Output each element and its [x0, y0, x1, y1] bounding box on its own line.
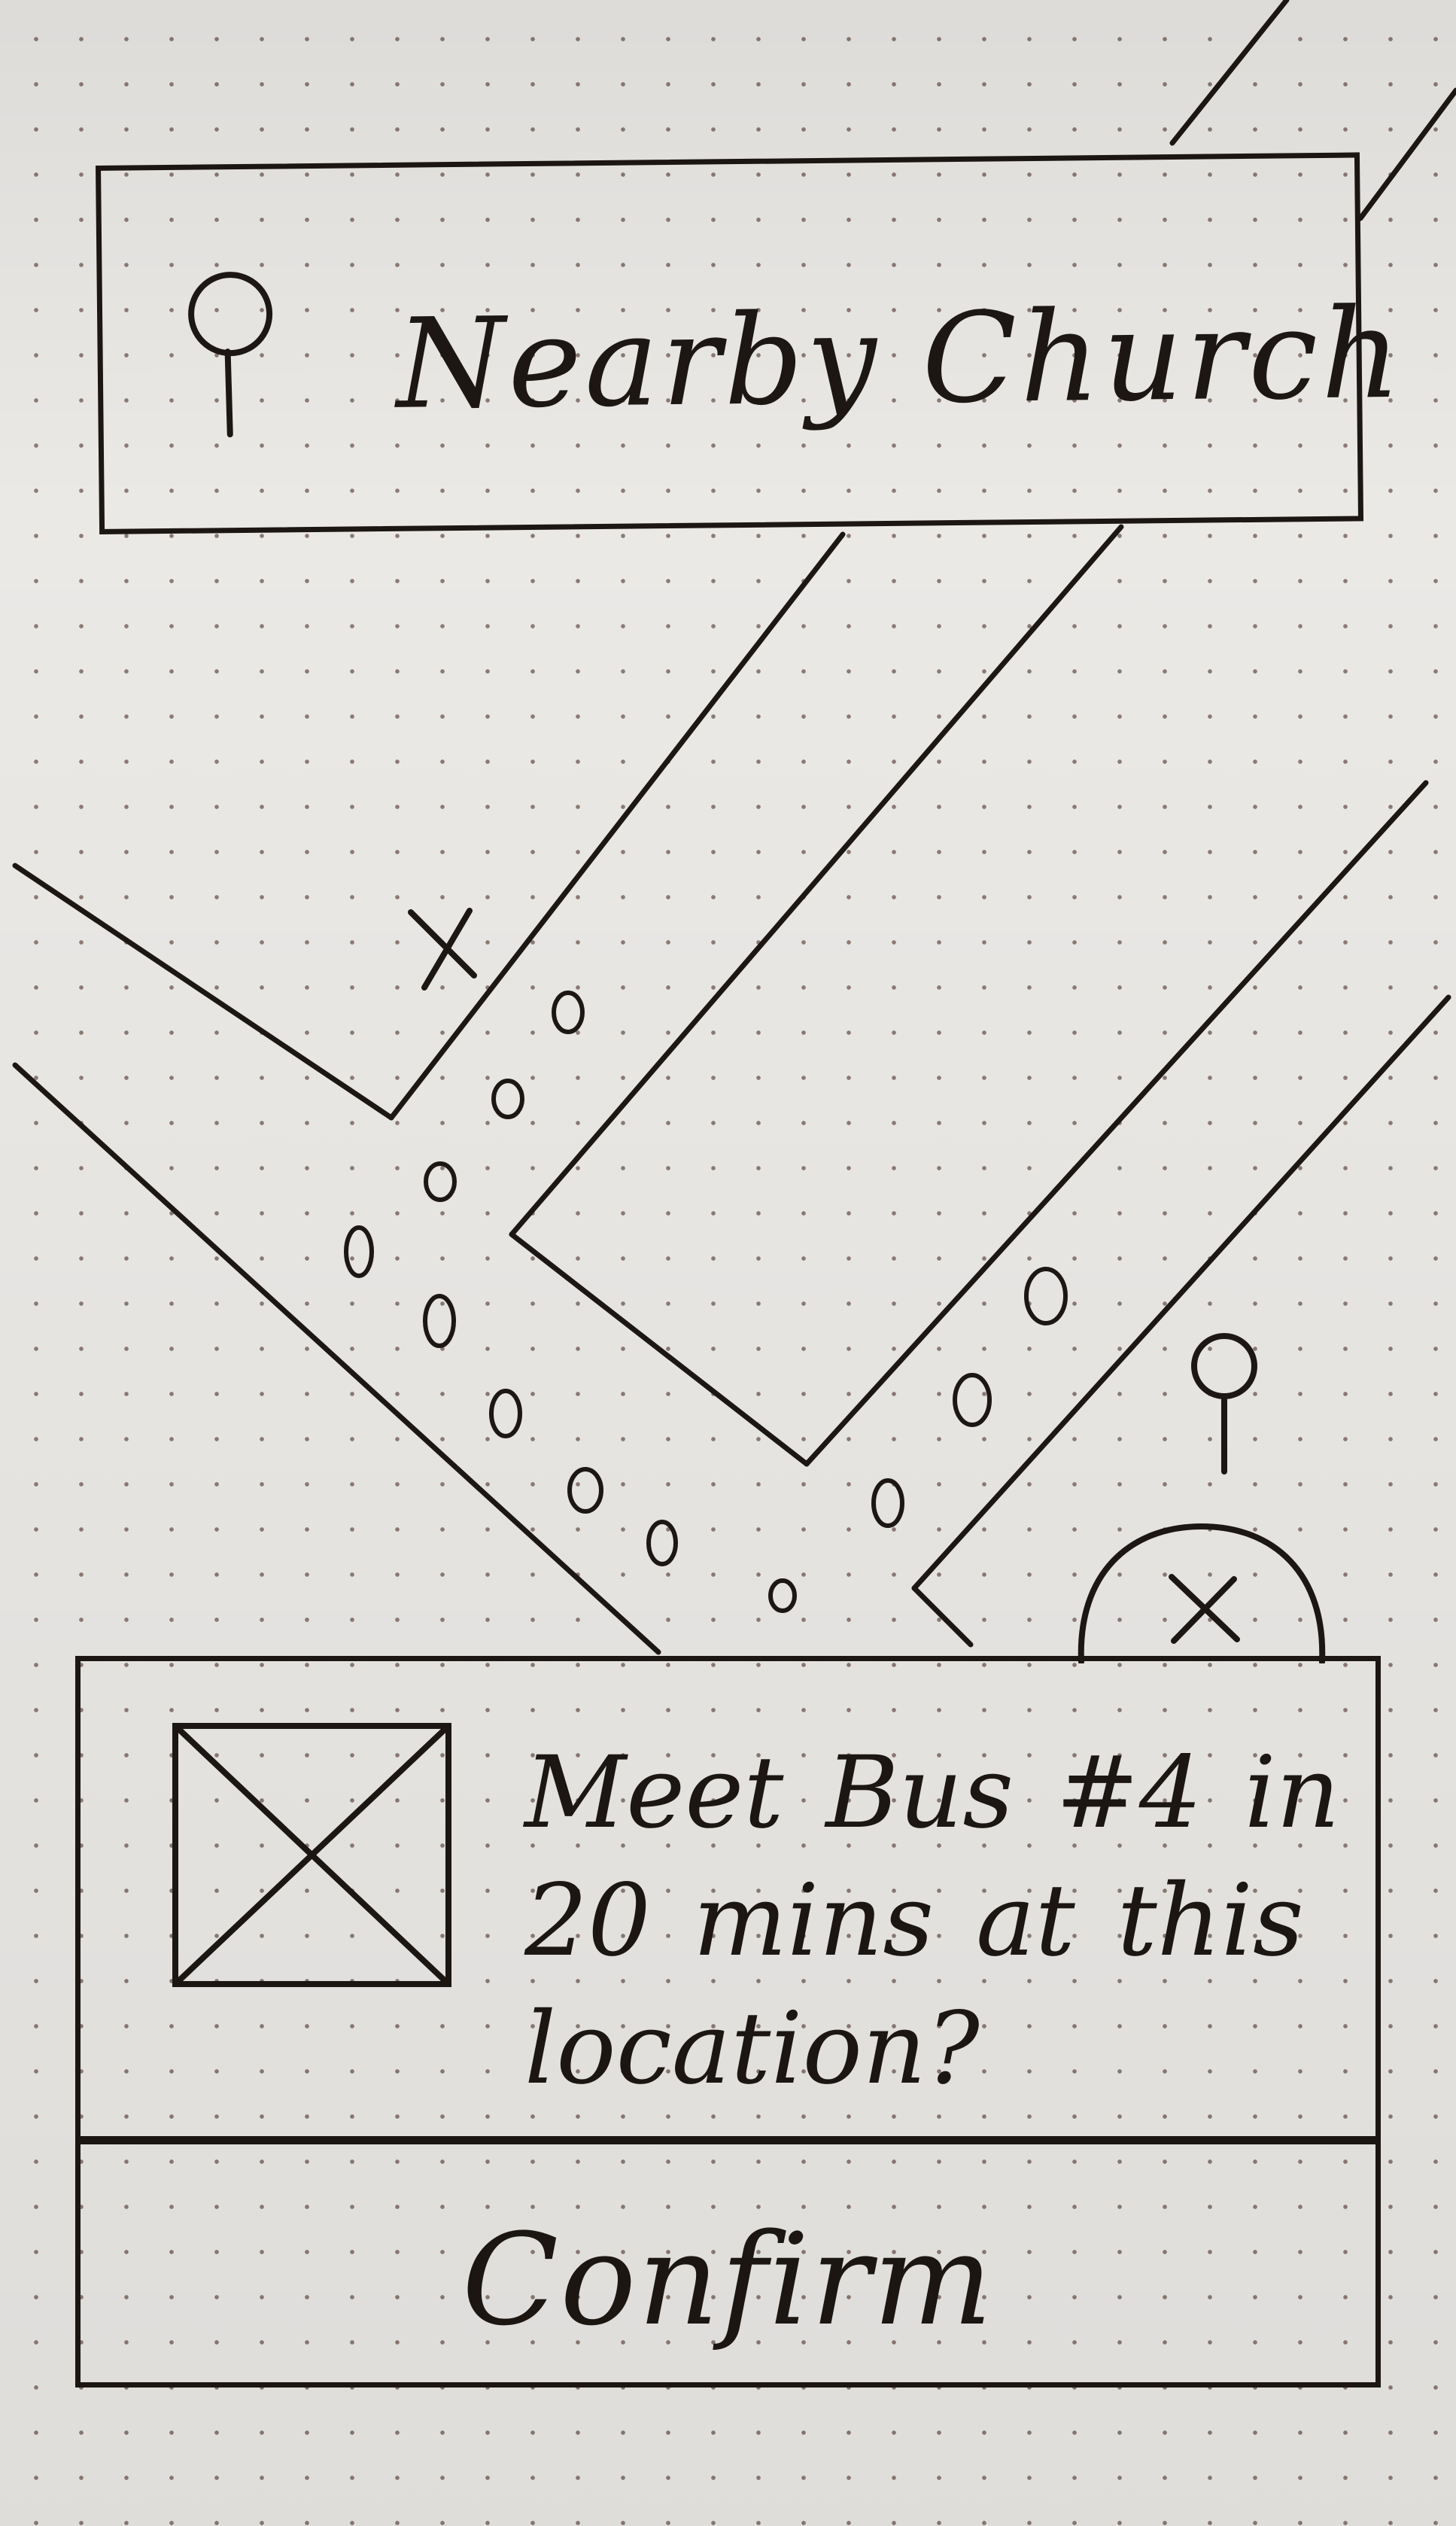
trip-prompt-card: Meet Bus #4 in 20 mins at this location?: [75, 1656, 1381, 2141]
street-edge: [12, 1062, 661, 1655]
street-edge: [804, 780, 1429, 1467]
route-dot: [768, 1578, 797, 1613]
origin-x-mark-icon: [397, 896, 488, 994]
location-pin-icon: [184, 267, 276, 441]
route-dot: [489, 1389, 522, 1438]
route-dot: [1024, 1267, 1068, 1325]
close-icon[interactable]: [1078, 1520, 1326, 1665]
confirm-button[interactable]: Confirm: [75, 2139, 1381, 2388]
trip-prompt-message: Meet Bus #4 in 20 mins at this location?: [524, 1735, 1340, 2107]
street-edge: [911, 994, 1451, 1591]
route-dot: [567, 1467, 603, 1514]
street-edge: [12, 863, 394, 1121]
route-dot: [424, 1161, 457, 1202]
search-bar[interactable]: Nearby Church: [96, 152, 1405, 534]
street-edge: [509, 524, 1124, 1237]
street-edge: [1169, 0, 1290, 146]
street-edge: [1357, 87, 1456, 221]
street-edge: [388, 531, 846, 1121]
route-dot: [491, 1079, 524, 1119]
route-dot: [871, 1478, 904, 1528]
route-dot: [953, 1373, 992, 1427]
street-edge: [509, 1231, 810, 1467]
image-placeholder-icon: [171, 1721, 453, 1989]
route-dot: [423, 1294, 456, 1348]
confirm-button-label: Confirm: [461, 2206, 995, 2354]
route-dot: [552, 991, 585, 1034]
route-path: [344, 991, 1068, 1613]
search-query-text: Nearby Church: [395, 281, 1405, 437]
route-dot: [646, 1520, 678, 1566]
destination-pin-icon[interactable]: [1183, 1325, 1266, 1483]
route-dot: [344, 1225, 374, 1278]
street-edge: [911, 1585, 974, 1648]
